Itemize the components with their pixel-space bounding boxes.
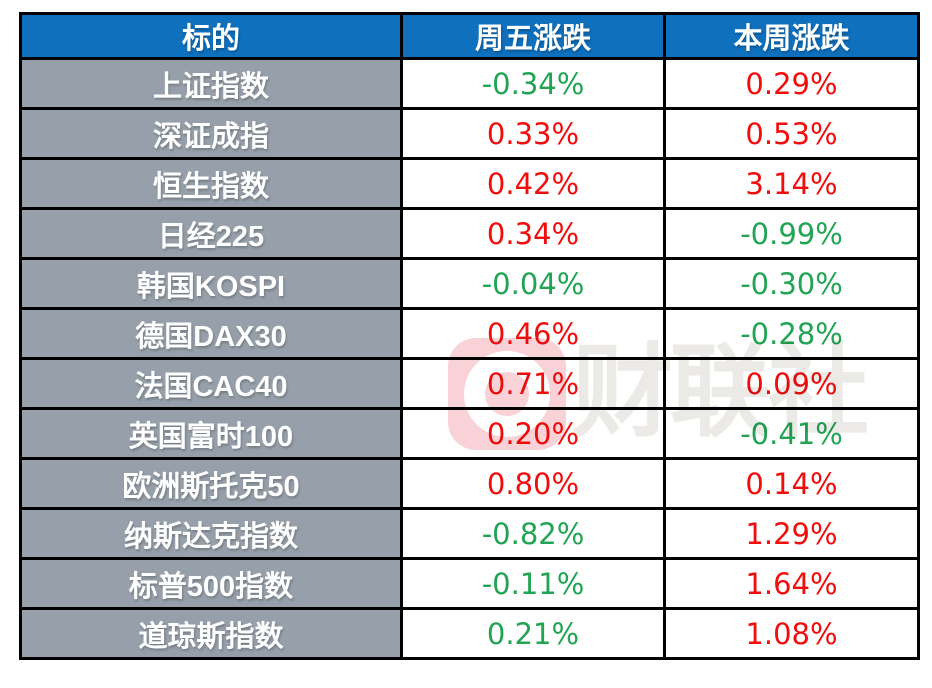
index-name-cell: 韩国KOSPI <box>19 257 403 310</box>
table-row: 欧洲斯托克50 0.80% 0.14% <box>19 457 920 510</box>
friday-change-cell: 0.33% <box>400 107 666 160</box>
header-cell-target: 标的 <box>19 12 403 60</box>
friday-change-cell: 0.34% <box>400 207 666 260</box>
week-change-cell: 0.14% <box>663 457 920 510</box>
table-row: 纳斯达克指数 -0.82% 1.29% <box>19 507 920 560</box>
week-change-cell: 1.08% <box>663 607 920 660</box>
index-name-cell: 日经225 <box>19 207 403 260</box>
table-row: 深证成指 0.33% 0.53% <box>19 107 920 160</box>
index-name-cell: 德国DAX30 <box>19 307 403 360</box>
friday-change-cell: 0.46% <box>400 307 666 360</box>
friday-change-cell: -0.11% <box>400 557 666 610</box>
friday-change-cell: -0.04% <box>400 257 666 310</box>
week-change-cell: 1.29% <box>663 507 920 560</box>
friday-change-cell: -0.34% <box>400 57 666 110</box>
table-body: 上证指数 -0.34% 0.29% 深证成指 0.33% 0.53% 恒生指数 0.42% 3.… <box>19 57 920 660</box>
index-name-cell: 欧洲斯托克50 <box>19 457 403 510</box>
table-row: 道琼斯指数 0.21% 1.08% <box>19 607 920 660</box>
index-name-cell: 纳斯达克指数 <box>19 507 403 560</box>
table-header: 标的 周五涨跌 本周涨跌 <box>19 12 920 60</box>
friday-change-cell: 0.21% <box>400 607 666 660</box>
index-name-cell: 英国富时100 <box>19 407 403 460</box>
index-name-cell: 上证指数 <box>19 57 403 110</box>
week-change-cell: -0.30% <box>663 257 920 310</box>
table-row: 韩国KOSPI -0.04% -0.30% <box>19 257 920 310</box>
week-change-cell: 0.09% <box>663 357 920 410</box>
friday-change-cell: 0.80% <box>400 457 666 510</box>
week-change-cell: 1.64% <box>663 557 920 610</box>
index-name-cell: 深证成指 <box>19 107 403 160</box>
table-row: 法国CAC40 0.71% 0.09% <box>19 357 920 410</box>
index-name-cell: 法国CAC40 <box>19 357 403 410</box>
friday-change-cell: 0.20% <box>400 407 666 460</box>
header-cell-week-change: 本周涨跌 <box>663 12 920 60</box>
week-change-cell: 0.29% <box>663 57 920 110</box>
table-row: 标普500指数 -0.11% 1.64% <box>19 557 920 610</box>
table-row: 英国富时100 0.20% -0.41% <box>19 407 920 460</box>
week-change-cell: 3.14% <box>663 157 920 210</box>
week-change-cell: 0.53% <box>663 107 920 160</box>
friday-change-cell: 0.42% <box>400 157 666 210</box>
market-index-table: 标的 周五涨跌 本周涨跌 上证指数 -0.34% 0.29% 深证成指 0.33% 0.5… <box>19 12 920 660</box>
index-name-cell: 恒生指数 <box>19 157 403 210</box>
week-change-cell: -0.41% <box>663 407 920 460</box>
index-name-cell: 道琼斯指数 <box>19 607 403 660</box>
header-cell-friday-change: 周五涨跌 <box>400 12 666 60</box>
week-change-cell: -0.28% <box>663 307 920 360</box>
table-row: 上证指数 -0.34% 0.29% <box>19 57 920 110</box>
week-change-cell: -0.99% <box>663 207 920 260</box>
table-row: 恒生指数 0.42% 3.14% <box>19 157 920 210</box>
friday-change-cell: -0.82% <box>400 507 666 560</box>
header-row: 标的 周五涨跌 本周涨跌 <box>19 12 920 60</box>
friday-change-cell: 0.71% <box>400 357 666 410</box>
table-row: 德国DAX30 0.46% -0.28% <box>19 307 920 360</box>
table-row: 日经225 0.34% -0.99% <box>19 207 920 260</box>
index-name-cell: 标普500指数 <box>19 557 403 610</box>
